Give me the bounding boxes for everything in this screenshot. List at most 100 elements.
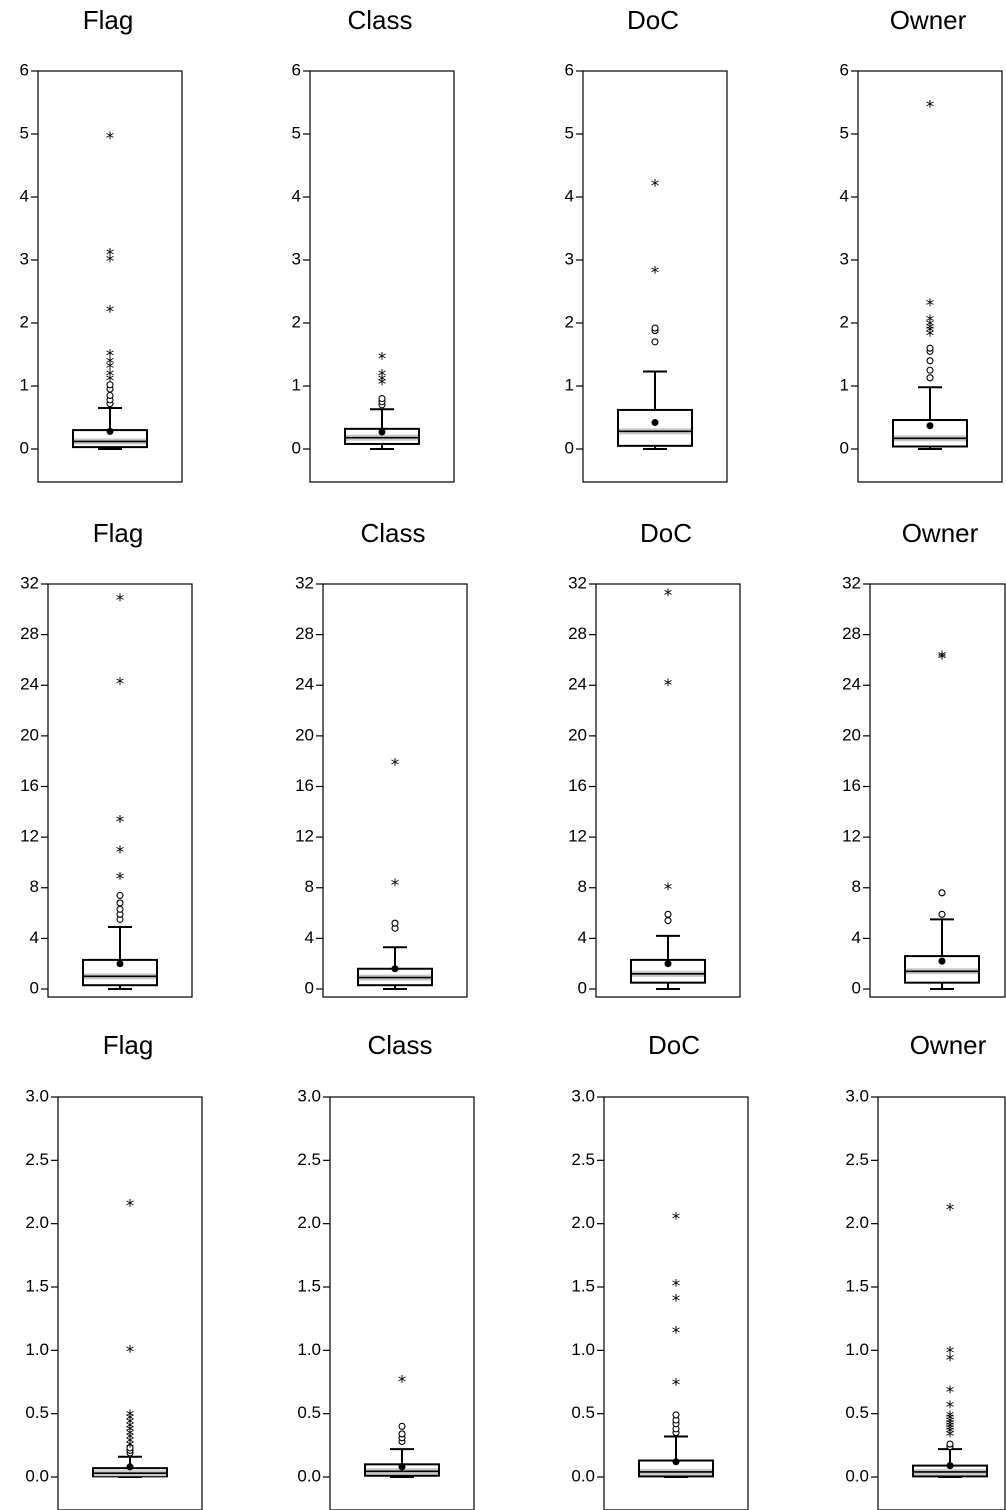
y-tick-label: 0	[20, 438, 29, 457]
panel-title: Class	[347, 5, 412, 35]
y-tick-label: 3.0	[845, 1086, 869, 1105]
boxplot-panel-5: Flag 0 4 8 12 16 20 24 28 32 * * * * *	[20, 518, 193, 998]
y-tick-label: 8	[852, 877, 861, 896]
y-tick-label: 16	[842, 776, 861, 795]
y-tick-label: 16	[295, 776, 314, 795]
extreme-outlier: *	[672, 1323, 681, 1343]
y-tick-label: 2	[565, 312, 574, 331]
panel-title: Class	[360, 518, 425, 548]
y-tick-label: 4	[305, 928, 314, 947]
extreme-outlier: *	[398, 1373, 407, 1393]
mild-outlier	[926, 366, 934, 374]
y-tick-label: 24	[20, 675, 39, 694]
extreme-outlier: *	[378, 372, 387, 392]
extreme-outlier: *	[126, 1426, 135, 1446]
extreme-outlier: *	[926, 98, 935, 118]
y-tick-label: 8	[578, 877, 587, 896]
extreme-outlier: *	[106, 367, 115, 387]
y-tick-label: 0.5	[297, 1403, 321, 1422]
y-tick-label: 32	[20, 573, 39, 592]
y-tick-label: 2.0	[845, 1213, 869, 1232]
panel-title: Owner	[890, 5, 967, 35]
mild-outlier	[106, 381, 114, 389]
mild-outlier	[378, 395, 386, 403]
y-tick-label: 3	[565, 249, 574, 268]
plot-frame	[877, 1096, 1006, 1510]
y-tick-label: 5	[20, 123, 29, 142]
y-tick-label: 0.0	[25, 1466, 49, 1485]
y-tick-label: 4	[292, 186, 301, 205]
y-tick-label: 0.0	[845, 1466, 869, 1485]
extreme-outlier: *	[106, 252, 115, 272]
mean-marker	[391, 965, 399, 973]
mean-marker	[946, 1462, 954, 1470]
extreme-outlier: *	[946, 1413, 955, 1433]
extreme-outlier: *	[378, 367, 387, 387]
mild-outlier	[116, 905, 124, 913]
mean-marker	[938, 957, 946, 965]
mild-outlier	[126, 1444, 134, 1452]
y-tick-label: 20	[842, 725, 861, 744]
panel-title: Flag	[83, 5, 134, 35]
y-tick-label: 2.0	[297, 1213, 321, 1232]
y-tick-label: 16	[20, 776, 39, 795]
extreme-outlier: *	[926, 320, 935, 340]
y-tick-label: 5	[565, 123, 574, 142]
y-tick-label: 5	[292, 123, 301, 142]
mild-outlier	[398, 1430, 406, 1438]
mild-outlier	[672, 1411, 680, 1419]
extreme-outlier: *	[126, 1434, 135, 1454]
panel-title: DoC	[648, 1030, 700, 1060]
extreme-outlier: *	[672, 1375, 681, 1395]
mean-marker	[126, 1463, 134, 1471]
mild-outlier	[116, 891, 124, 899]
mild-outlier	[106, 391, 114, 400]
extreme-outlier: *	[926, 326, 935, 346]
mild-outlier	[116, 899, 124, 907]
extreme-outlier: *	[126, 1197, 135, 1217]
extreme-outlier: *	[926, 323, 935, 343]
mild-outlier	[398, 1422, 406, 1430]
extreme-outlier: *	[926, 316, 935, 336]
y-tick-label: 2.0	[25, 1213, 49, 1232]
y-tick-label: 2	[292, 312, 301, 331]
iqr-box	[617, 408, 693, 447]
y-tick-label: 4	[840, 186, 849, 205]
panel-title: Owner	[910, 1030, 987, 1060]
extreme-outlier: *	[391, 756, 400, 776]
y-tick-label: 2.5	[571, 1150, 595, 1169]
extreme-outlier: *	[116, 843, 125, 863]
extreme-outlier: *	[116, 591, 125, 611]
mild-outlier	[391, 919, 399, 927]
extreme-outlier: *	[938, 648, 947, 668]
y-tick-label: 2.0	[571, 1213, 595, 1232]
extreme-outlier: *	[946, 1416, 955, 1436]
y-tick-label: 12	[20, 827, 39, 846]
y-tick-label: 6	[840, 60, 849, 79]
mean-marker	[664, 960, 672, 968]
extreme-outlier: *	[946, 1411, 955, 1431]
y-tick-label: 6	[292, 60, 301, 79]
plot-frame	[595, 583, 741, 998]
extreme-outlier: *	[664, 586, 673, 606]
y-tick-label: 0	[840, 438, 849, 457]
extreme-outlier: *	[126, 1437, 135, 1457]
mild-outlier	[938, 889, 946, 897]
y-tick-label: 3	[840, 249, 849, 268]
plot-frame	[329, 1096, 475, 1510]
extreme-outlier: *	[116, 813, 125, 833]
boxplot-panel-6: Class 0 4 8 12 16 20 24 28 32 * *	[295, 518, 468, 998]
extreme-outlier: *	[651, 263, 660, 283]
y-tick-label: 0	[305, 978, 314, 997]
extreme-outlier: *	[926, 296, 935, 316]
y-tick-label: 28	[842, 624, 861, 643]
y-tick-label: 2	[20, 312, 29, 331]
mean-marker	[378, 428, 386, 436]
y-tick-label: 8	[30, 877, 39, 896]
y-tick-label: 28	[295, 624, 314, 643]
extreme-outlier: *	[106, 246, 115, 266]
